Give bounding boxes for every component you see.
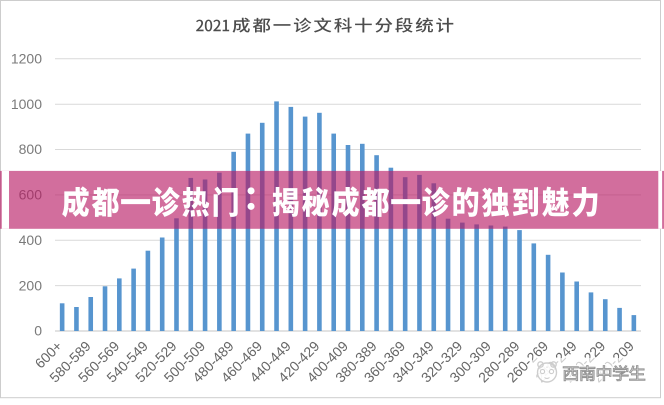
svg-text:200: 200 [19,277,43,293]
svg-text:800: 800 [19,141,43,157]
svg-text:400: 400 [19,232,43,248]
svg-text:1200: 1200 [11,50,42,66]
svg-text:1000: 1000 [11,96,42,112]
svg-text:0: 0 [34,323,42,339]
